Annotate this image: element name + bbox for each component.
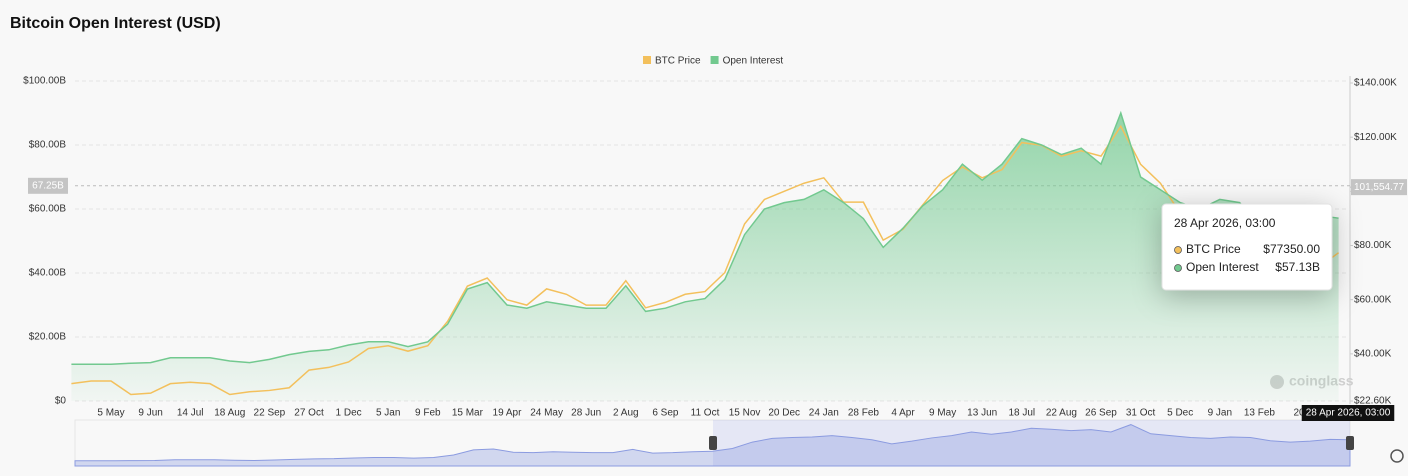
y2-tick-label: $22.60K (1354, 396, 1392, 407)
crosshair-label-bg (28, 177, 68, 194)
tooltip-title: 28 Apr 2026, 03:00 (1174, 216, 1276, 230)
line (71, 124, 1340, 396)
x-tick-label: 5 May (97, 408, 124, 419)
tooltip-dot (1174, 246, 1182, 254)
x-tick-label: 19 Apr (493, 408, 523, 419)
x-crosshair-label-bg (1301, 405, 1395, 421)
x-tick-label: 24 Jan (809, 408, 839, 419)
legend-label: Open Interest (723, 56, 784, 67)
tooltip-name: Open Interest (1186, 260, 1259, 274)
x-tick-label: 22 Sep (254, 408, 286, 419)
tooltip-name: BTC Price (1186, 242, 1241, 256)
x-tick-label: 18 Jul (1008, 408, 1035, 419)
x-tick-label: 15 Mar (452, 408, 484, 419)
chart-title: Bitcoin Open Interest (USD) (10, 15, 221, 32)
x-crosshair-label: 28 Apr 2026, 03:00 (1306, 408, 1391, 419)
x-tick-label: 9 Jan (1208, 408, 1232, 419)
legend-label: BTC Price (655, 56, 701, 67)
navigator-selection (713, 420, 1350, 466)
x-tick-label: 20 (1293, 408, 1305, 419)
tooltip-dot (1174, 264, 1182, 272)
y-tick-label: $80.00B (29, 140, 67, 151)
y-tick-label: $0 (55, 396, 67, 407)
x-tick-label: 28 Jun (571, 408, 601, 419)
crosshair-label: 67.25B (32, 180, 64, 191)
crosshair-label-bg (1351, 179, 1407, 196)
x-tick-label: 2 Aug (613, 408, 639, 419)
x-tick-label: 9 Feb (415, 408, 441, 419)
navigator-handle[interactable] (1346, 436, 1354, 450)
legend-swatch (710, 56, 719, 64)
tooltip-value: $77350.00 (1263, 242, 1320, 256)
tooltip: 28 Apr 2026, 03:00 BTC Price $77350.00 Open… (1161, 203, 1333, 291)
x-tick-label: 20 Dec (768, 408, 800, 419)
legend-swatch (643, 56, 651, 64)
y-tick-label: $20.00B (29, 332, 67, 343)
navigator-handle[interactable] (709, 436, 717, 450)
y2-tick-label: $120.00K (1354, 132, 1397, 143)
y2-tick-label: $140.00K (1354, 78, 1397, 89)
x-tick-label: 9 May (929, 408, 956, 419)
tooltip-box (1161, 203, 1333, 291)
y2-tick-label: $60.00K (1354, 294, 1392, 305)
x-tick-label: 5 Jan (376, 408, 400, 419)
x-tick-label: 24 May (530, 408, 563, 419)
y-tick-label: $60.00B (29, 204, 67, 215)
y-tick-label: $100.00B (23, 76, 66, 87)
line (71, 110, 1339, 365)
y-tick-label: $40.00B (29, 268, 67, 279)
settings-icon[interactable] (1390, 449, 1404, 463)
x-tick-label: 9 Jun (138, 408, 162, 419)
x-tick-label: 6 Sep (652, 408, 679, 419)
tooltip-value: $57.13B (1275, 260, 1320, 274)
x-tick-label: 31 Oct (1126, 408, 1156, 419)
x-tick-label: 15 Nov (729, 408, 761, 419)
x-tick-label: 13 Feb (1244, 408, 1276, 419)
area (71, 113, 1339, 401)
x-tick-label: 13 Jun (967, 408, 997, 419)
crosshair-label: 101,554.77 (1354, 182, 1404, 193)
x-tick-label: 28 Feb (848, 408, 880, 419)
x-tick-label: 14 Jul (177, 408, 204, 419)
x-tick-label: 1 Dec (336, 408, 362, 419)
y2-tick-label: $80.00K (1354, 240, 1392, 251)
x-tick-label: 22 Aug (1046, 408, 1077, 419)
x-tick-label: 18 Aug (214, 408, 245, 419)
x-tick-label: 4 Apr (891, 408, 915, 419)
x-tick-label: 26 Sep (1085, 408, 1117, 419)
x-tick-label: 5 Dec (1167, 408, 1193, 419)
x-tick-label: 27 Oct (294, 408, 324, 419)
x-tick-label: 11 Oct (691, 408, 720, 419)
navigator-area (74, 424, 1351, 467)
y2-tick-label: $40.00K (1354, 349, 1392, 360)
